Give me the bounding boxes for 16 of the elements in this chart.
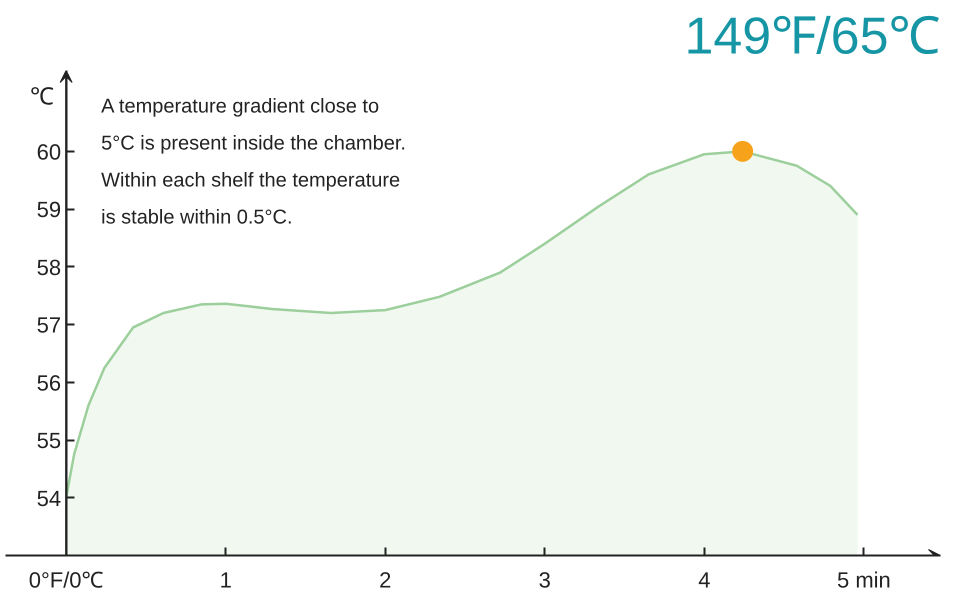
x-tick-label: 0°F/0℃ xyxy=(28,568,104,592)
chart-title: 149℉/65℃ xyxy=(684,8,940,66)
y-tick-label: 59 xyxy=(36,197,62,222)
y-tick-label: 60 xyxy=(36,139,62,164)
x-tick-label: 4 xyxy=(698,568,710,592)
x-tick-label: 2 xyxy=(379,568,392,592)
y-tick-label: 56 xyxy=(36,370,62,396)
x-tick-label: 3 xyxy=(538,568,551,592)
y-tick-label: 57 xyxy=(36,312,62,338)
x-tick-label: 5 min xyxy=(837,568,891,592)
y-tick-label: 55 xyxy=(36,428,62,454)
annotation: A temperature gradient close to 5°C is present inside the chamber. Within each shelf the temperature is stable within 0.5°C. xyxy=(101,96,406,228)
y-tick-label: 54 xyxy=(36,486,62,511)
y-tick-label: 58 xyxy=(36,254,62,280)
x-tick-label: 1 xyxy=(220,568,232,592)
y-axis-title: ℃ xyxy=(30,84,54,110)
